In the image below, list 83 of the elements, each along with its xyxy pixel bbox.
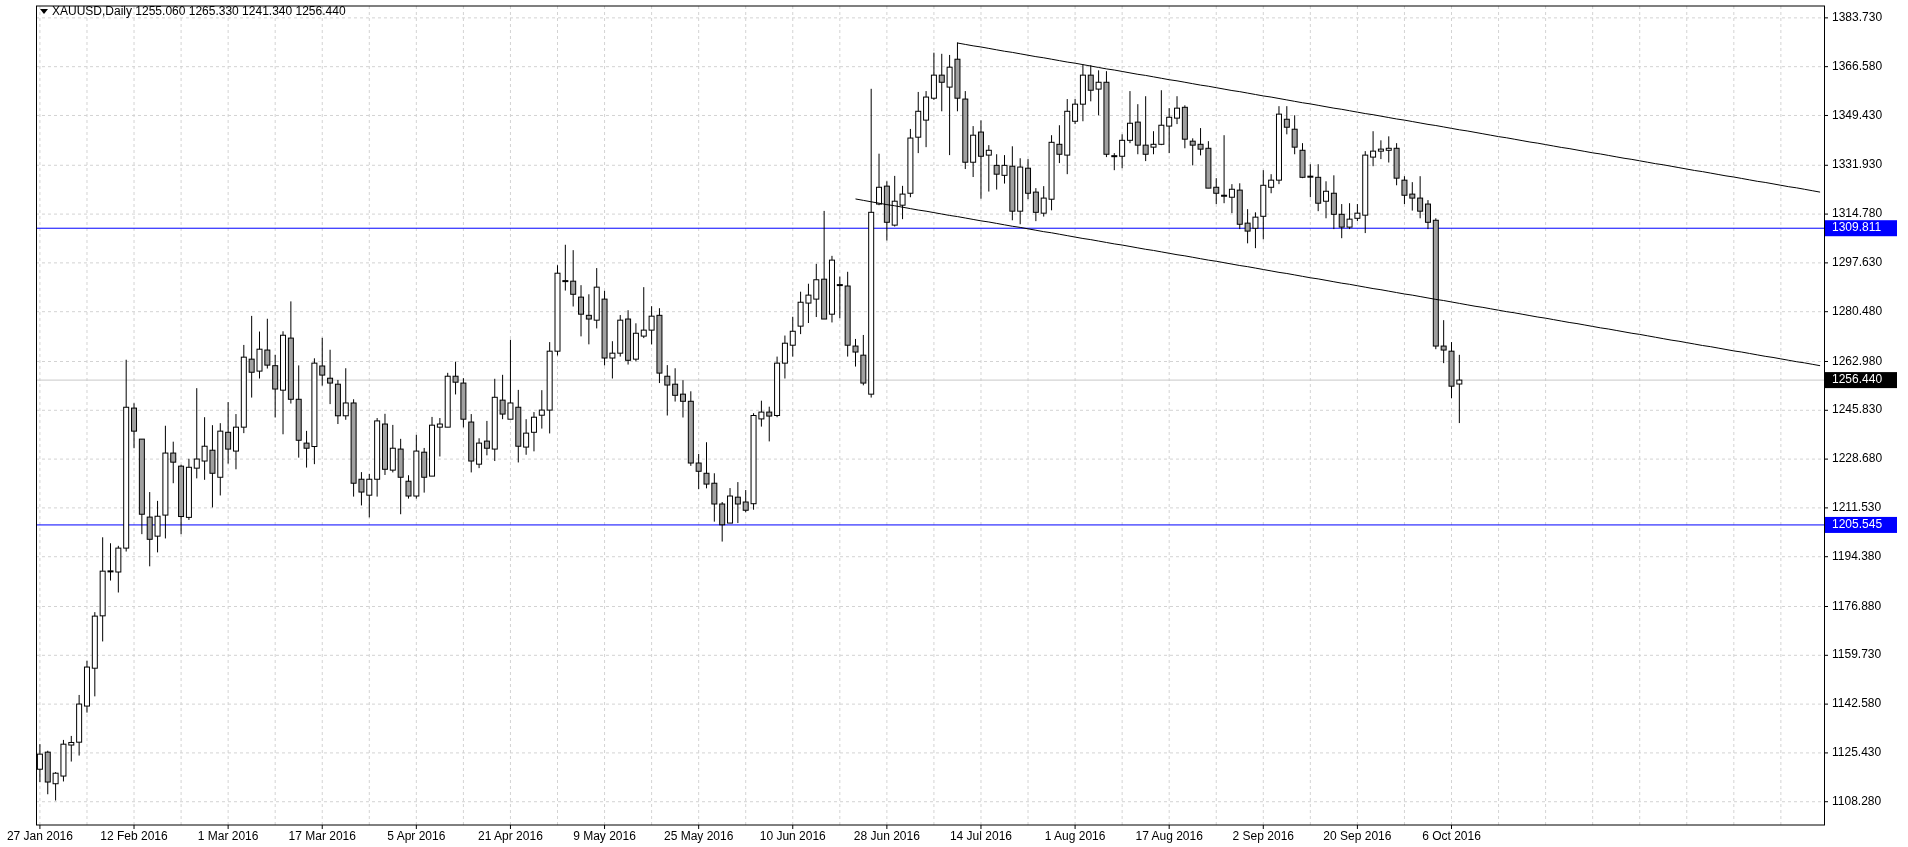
- candlestick: [476, 437, 483, 469]
- x-tick-label: 1 Aug 2016: [1044, 829, 1106, 843]
- candlestick: [1370, 130, 1377, 167]
- ref-line-label: 1256.440: [1832, 372, 1883, 387]
- candlestick: [1440, 319, 1447, 364]
- candlestick: [1072, 98, 1079, 125]
- x-tick-label: 21 Apr 2016: [478, 829, 544, 843]
- x-tick-label: 28 Jun 2016: [853, 829, 921, 843]
- x-tick-label: 12 Feb 2016: [100, 829, 169, 843]
- candlestick: [695, 453, 702, 490]
- candlestick: [1377, 139, 1384, 160]
- candlestick: [923, 90, 930, 148]
- candlestick: [930, 52, 937, 101]
- candlestick: [664, 364, 671, 416]
- x-tick-label: 25 May 2016: [663, 829, 734, 843]
- y-tick-label: 1159.730: [1832, 647, 1882, 662]
- candlestick: [131, 402, 138, 449]
- candlestick: [1424, 199, 1431, 230]
- y-tick-label: 1297.630: [1832, 255, 1883, 270]
- candlestick: [232, 413, 239, 470]
- candlestick: [1283, 105, 1290, 135]
- x-tick-label: 6 Oct 2016: [1422, 829, 1482, 843]
- candlestick: [436, 417, 443, 457]
- ref-line-label: 1205.545: [1832, 517, 1883, 532]
- candlestick: [679, 379, 686, 418]
- candlestick: [781, 335, 788, 380]
- candlestick: [523, 418, 530, 456]
- candlestick: [483, 420, 490, 456]
- x-tick-label: 2 Sep 2016: [1232, 829, 1295, 843]
- candlestick: [1126, 90, 1133, 144]
- chart-title: XAUUSD,Daily 1255.060 1265.330 1241.340 1256.440: [52, 4, 346, 18]
- x-tick-label: 17 Mar 2016: [288, 829, 357, 843]
- candlestick: [1323, 180, 1330, 219]
- candlestick: [1228, 183, 1235, 214]
- y-tick-label: 1108.280: [1832, 793, 1882, 808]
- x-tick-label: 14 Jul 2016: [949, 829, 1013, 843]
- x-tick-label: 10 Jun 2016: [759, 829, 827, 843]
- y-tick-label: 1262.980: [1832, 353, 1883, 368]
- candlestick: [225, 401, 232, 465]
- x-tick-label: 1 Mar 2016: [197, 829, 259, 843]
- candlestick: [578, 284, 585, 337]
- y-tick-label: 1366.580: [1832, 58, 1883, 73]
- candlestick: [672, 367, 679, 403]
- y-tick-label: 1349.430: [1832, 107, 1883, 122]
- candlestick: [719, 501, 726, 543]
- candlestick: [538, 389, 545, 430]
- candlestick: [570, 249, 577, 308]
- y-tick-label: 1125.430: [1832, 745, 1882, 760]
- y-tick-label: 1383.730: [1832, 10, 1883, 25]
- x-tick-label: 20 Sep 2016: [1323, 829, 1392, 843]
- y-tick-label: 1331.930: [1832, 157, 1883, 172]
- y-tick-label: 1211.530: [1832, 500, 1882, 515]
- candlestick: [836, 276, 843, 319]
- candlestick: [1291, 114, 1298, 155]
- candlestick: [1119, 133, 1126, 169]
- y-tick-label: 1228.680: [1832, 451, 1883, 466]
- y-tick-label: 1314.780: [1832, 206, 1883, 221]
- x-tick-label: 27 Jan 2016: [6, 829, 74, 843]
- y-tick-label: 1142.580: [1832, 696, 1882, 711]
- y-tick-label: 1245.830: [1832, 402, 1883, 417]
- candlestick: [1174, 95, 1181, 125]
- candlestick: [1417, 175, 1424, 219]
- x-tick-label: 5 Apr 2016: [387, 829, 446, 843]
- candlestick: [327, 349, 334, 405]
- candlestick: [272, 354, 279, 418]
- candlestick: [985, 144, 992, 193]
- candlestick: [734, 481, 741, 524]
- candlestick: [1330, 174, 1337, 230]
- candlestick: [1032, 187, 1039, 222]
- candlestick: [389, 424, 396, 473]
- candlestick: [1221, 134, 1228, 204]
- x-tick-label: 17 Aug 2016: [1135, 829, 1204, 843]
- candlestick: [789, 316, 796, 358]
- candlestick: [585, 293, 592, 345]
- ref-line-label: 1309.811: [1832, 220, 1882, 235]
- y-tick-label: 1194.380: [1832, 548, 1882, 563]
- candlestick: [530, 411, 537, 452]
- candlestick: [1166, 107, 1173, 154]
- y-tick-label: 1176.880: [1832, 598, 1882, 613]
- candlestick: [1134, 103, 1141, 155]
- x-tick-label: 9 May 2016: [573, 829, 637, 843]
- y-tick-label: 1280.480: [1832, 303, 1883, 318]
- candlestick: [1268, 173, 1275, 194]
